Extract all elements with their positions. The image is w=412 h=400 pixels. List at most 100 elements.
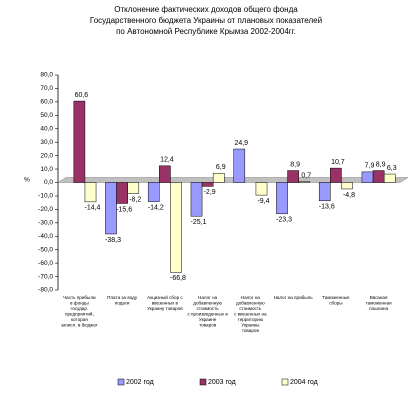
value-label: 8,9 (290, 161, 300, 168)
y-tick-label: 40,0 (40, 125, 53, 132)
y-tick-label: 30,0 (40, 139, 53, 146)
x-tick-label: Украину товаров (147, 306, 183, 311)
x-tick-label: сборы (329, 301, 342, 306)
bar (233, 148, 246, 183)
x-tick-label: Ввозная (370, 295, 388, 300)
value-label: -4,8 (343, 192, 355, 199)
bar (341, 182, 353, 190)
bar (73, 100, 86, 183)
bar (116, 182, 128, 204)
value-label: -8,2 (129, 196, 141, 203)
x-tick-label: Украины (241, 323, 259, 328)
y-tick-label: 10,0 (40, 166, 53, 173)
y-tick-label: -50,0 (38, 246, 53, 253)
x-tick-label: Украине (199, 317, 217, 322)
bar (287, 170, 299, 183)
legend-label: 2004 год (290, 379, 318, 386)
bar (190, 182, 203, 217)
x-tick-label: подати (115, 301, 130, 306)
value-label: -15,6 (116, 206, 132, 213)
x-tick-label: Налог на (198, 295, 218, 300)
x-tick-label: с произведенных в (187, 312, 228, 317)
legend-swatch (281, 378, 289, 386)
chart-title: Государственного бюджета Украины от план… (90, 16, 322, 25)
value-label: 6,3 (387, 165, 397, 172)
bar (159, 165, 171, 183)
value-label: 8,9 (376, 161, 386, 168)
x-tick-label: предприятий, (65, 311, 94, 317)
value-label: -13,6 (319, 204, 335, 211)
x-tick-label: Налог на (241, 295, 261, 300)
x-tick-label: товаров (242, 328, 260, 333)
y-tick-label: 0,0 (44, 179, 53, 186)
x-tick-label: Таможенные (322, 295, 350, 300)
chart-title: Отклонение фактических доходов общего фо… (114, 5, 298, 14)
bar (170, 182, 182, 273)
x-tick-label: пошлина (369, 306, 389, 311)
legend-label: 2003 год (208, 379, 236, 386)
value-label: -2,9 (204, 189, 216, 196)
y-tick-label: -20,0 (38, 206, 53, 213)
x-tick-label: территорию (238, 317, 264, 322)
bar (372, 170, 385, 183)
x-tick-label: которая (71, 317, 88, 322)
zero-plane (57, 177, 409, 183)
y-tick-label: 60,0 (40, 99, 53, 106)
y-tick-label: 80,0 (40, 72, 53, 79)
legend-label: 2002 год (126, 379, 154, 386)
x-tick-label: ввезенных в (152, 301, 179, 306)
x-tick-label: стоимость (197, 306, 220, 311)
x-tick-label: товаров (199, 323, 217, 328)
x-tick-label: добавленную (236, 301, 265, 306)
legend-swatch (199, 378, 207, 386)
bar (318, 182, 331, 202)
bar (201, 182, 214, 187)
bar (212, 172, 225, 183)
value-label: -9,4 (257, 198, 269, 205)
bar (276, 182, 288, 215)
legend-swatch (117, 378, 125, 386)
bar (147, 182, 160, 202)
y-tick-label: -10,0 (38, 193, 53, 200)
bar (383, 173, 396, 183)
bar (84, 182, 97, 203)
value-label: 60,6 (75, 92, 89, 99)
value-label: 0,7 (301, 172, 311, 179)
value-label: 24,9 (234, 140, 248, 147)
value-label: 12,4 (160, 157, 174, 164)
bar (127, 182, 140, 194)
value-label: -14,4 (85, 205, 101, 212)
y-tick-label: -40,0 (38, 233, 53, 240)
value-label: 7,9 (365, 163, 375, 170)
chart-title: по Автономной Республике Крымза 2002-200… (116, 27, 296, 36)
x-tick-label: зачисл. в бюджет (61, 323, 99, 328)
bar (330, 167, 342, 183)
x-tick-label: стоимость (239, 306, 262, 311)
x-tick-label: с ввезенных на (234, 312, 267, 317)
value-label: -23,3 (276, 217, 292, 224)
x-tick-label: Налог на прибыль (274, 295, 314, 300)
y-tick-label: -70,0 (38, 273, 53, 280)
value-label: -38,3 (105, 237, 121, 244)
x-tick-label: государ. (71, 306, 89, 311)
y-tick-label: -80,0 (38, 287, 53, 294)
bar (105, 182, 117, 235)
value-label: 10,7 (331, 159, 345, 166)
value-label: -25,1 (191, 219, 207, 226)
x-tick-label: таможенная (366, 301, 393, 306)
y-axis-label: % (24, 177, 30, 184)
y-tick-label: 70,0 (40, 85, 53, 92)
y-tick-label: -60,0 (38, 260, 53, 267)
y-tick-label: -30,0 (38, 220, 53, 227)
x-tick-label: Часть прибыли (63, 295, 96, 300)
y-tick-label: 20,0 (40, 152, 53, 159)
bar (361, 171, 374, 183)
bar (298, 181, 311, 183)
value-label: 6,9 (216, 164, 226, 171)
bar (255, 182, 268, 196)
x-tick-label: добавленную (193, 301, 222, 306)
value-label: -66,8 (170, 275, 186, 282)
y-tick-label: 50,0 (40, 112, 53, 119)
x-tick-label: Акцизный сбор с (147, 294, 183, 300)
